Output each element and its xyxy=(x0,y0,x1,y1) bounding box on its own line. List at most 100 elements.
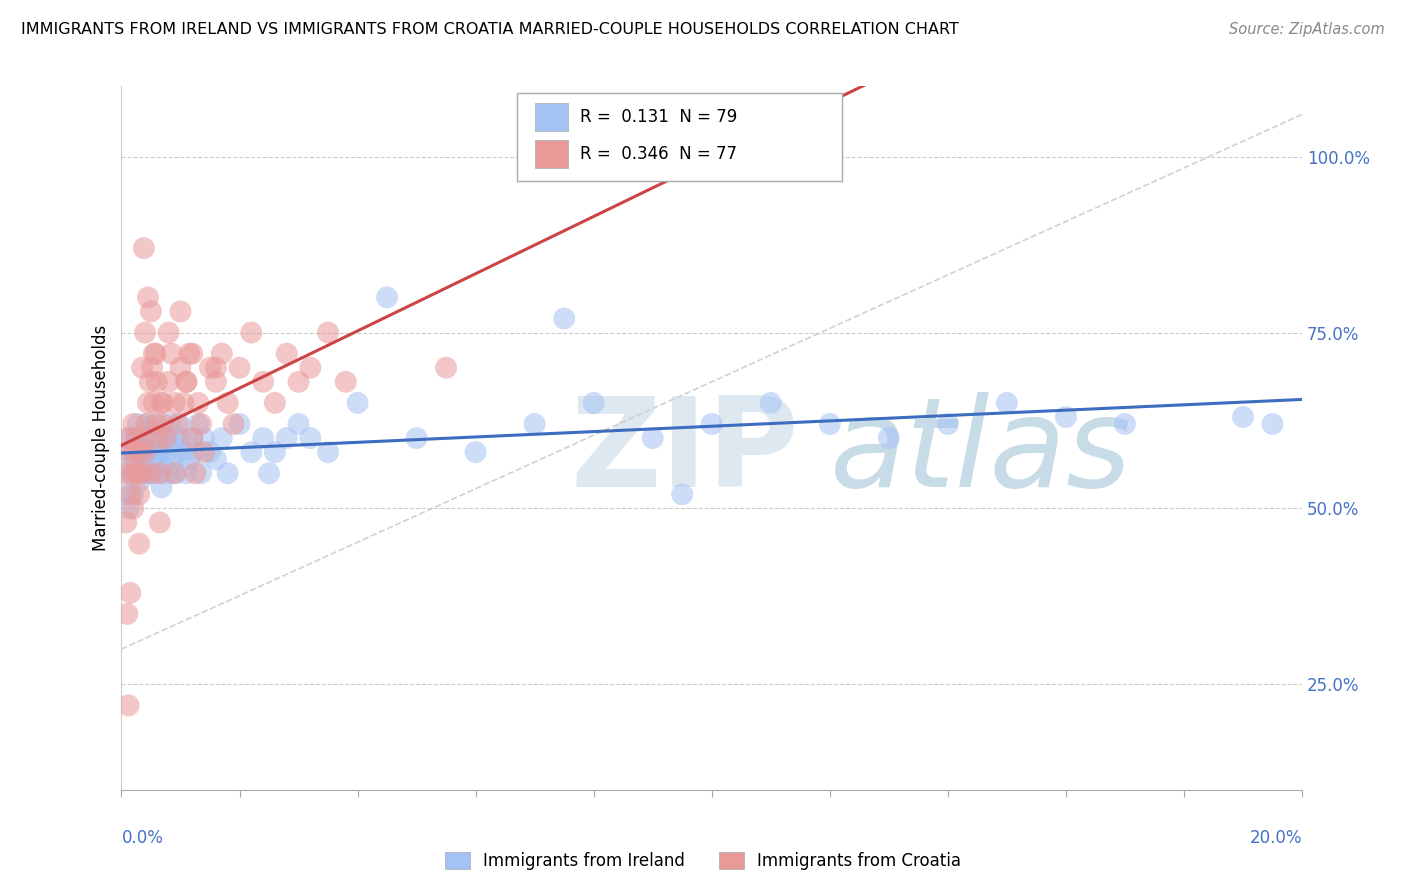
Point xyxy=(190,467,212,481)
Point xyxy=(252,375,274,389)
Point xyxy=(184,445,207,459)
Point xyxy=(172,396,194,410)
Point xyxy=(131,360,153,375)
Text: R =  0.131  N = 79: R = 0.131 N = 79 xyxy=(579,108,737,126)
Point xyxy=(205,452,228,467)
Point xyxy=(146,417,169,431)
FancyBboxPatch shape xyxy=(534,103,568,131)
Point xyxy=(134,445,156,459)
Point xyxy=(523,417,546,431)
Point xyxy=(139,304,162,318)
Point xyxy=(115,516,138,530)
Point xyxy=(1232,409,1254,424)
Point xyxy=(176,375,198,389)
Point xyxy=(136,396,159,410)
Point xyxy=(264,445,287,459)
Point xyxy=(179,346,201,360)
Point xyxy=(129,445,152,459)
Point xyxy=(198,360,221,375)
Point xyxy=(117,431,139,445)
Point xyxy=(115,487,138,501)
Point xyxy=(124,452,146,467)
Text: R =  0.346  N = 77: R = 0.346 N = 77 xyxy=(579,145,737,163)
Point xyxy=(211,346,233,360)
Point xyxy=(211,431,233,445)
Point xyxy=(122,417,145,431)
Point xyxy=(193,431,215,445)
Point xyxy=(122,501,145,516)
Point xyxy=(157,326,180,340)
Point xyxy=(129,473,152,487)
Point xyxy=(240,445,263,459)
Text: Source: ZipAtlas.com: Source: ZipAtlas.com xyxy=(1229,22,1385,37)
Point xyxy=(145,417,167,431)
Point xyxy=(198,445,221,459)
Point xyxy=(222,417,245,431)
Point xyxy=(217,396,239,410)
Point xyxy=(136,290,159,304)
Point xyxy=(139,452,162,467)
Point xyxy=(240,326,263,340)
Text: 20.0%: 20.0% xyxy=(1250,830,1302,847)
Point xyxy=(146,431,169,445)
Point xyxy=(434,360,457,375)
Point xyxy=(155,431,177,445)
Point xyxy=(125,431,148,445)
Point xyxy=(205,360,228,375)
Point xyxy=(125,467,148,481)
FancyBboxPatch shape xyxy=(534,140,568,168)
Point xyxy=(153,459,176,474)
Point xyxy=(276,431,298,445)
Point xyxy=(163,396,186,410)
Point xyxy=(228,360,250,375)
Point xyxy=(134,326,156,340)
Point xyxy=(155,445,177,459)
Point xyxy=(112,467,135,481)
Point xyxy=(125,431,148,445)
Point xyxy=(163,467,186,481)
Point xyxy=(276,346,298,360)
Point xyxy=(169,360,191,375)
Point xyxy=(160,452,183,467)
Point xyxy=(141,360,163,375)
Point xyxy=(128,536,150,550)
Point xyxy=(166,445,188,459)
Point xyxy=(166,417,188,431)
Point xyxy=(117,501,139,516)
Point xyxy=(142,431,165,445)
Point xyxy=(135,417,157,431)
Point xyxy=(150,396,173,410)
Point xyxy=(149,516,172,530)
Point xyxy=(169,304,191,318)
Point xyxy=(146,375,169,389)
Point xyxy=(299,431,322,445)
Point xyxy=(252,431,274,445)
Text: ZIP: ZIP xyxy=(569,392,799,513)
Point xyxy=(346,396,368,410)
Point xyxy=(132,241,155,255)
Point xyxy=(464,445,486,459)
Point xyxy=(120,487,142,501)
Point xyxy=(117,445,139,459)
Point xyxy=(205,375,228,389)
Point xyxy=(877,431,900,445)
Point xyxy=(335,375,357,389)
Point xyxy=(139,467,162,481)
Point xyxy=(169,417,191,431)
Point xyxy=(127,417,149,431)
Point xyxy=(316,445,339,459)
Point xyxy=(193,445,215,459)
Point xyxy=(139,375,162,389)
Point xyxy=(179,452,201,467)
Point xyxy=(157,375,180,389)
FancyBboxPatch shape xyxy=(517,94,842,181)
Point xyxy=(127,467,149,481)
Point xyxy=(169,431,191,445)
Point xyxy=(117,445,139,459)
Point xyxy=(190,417,212,431)
Point xyxy=(257,467,280,481)
Point xyxy=(139,467,162,481)
Point xyxy=(163,431,186,445)
Point xyxy=(818,417,841,431)
Point xyxy=(149,467,172,481)
